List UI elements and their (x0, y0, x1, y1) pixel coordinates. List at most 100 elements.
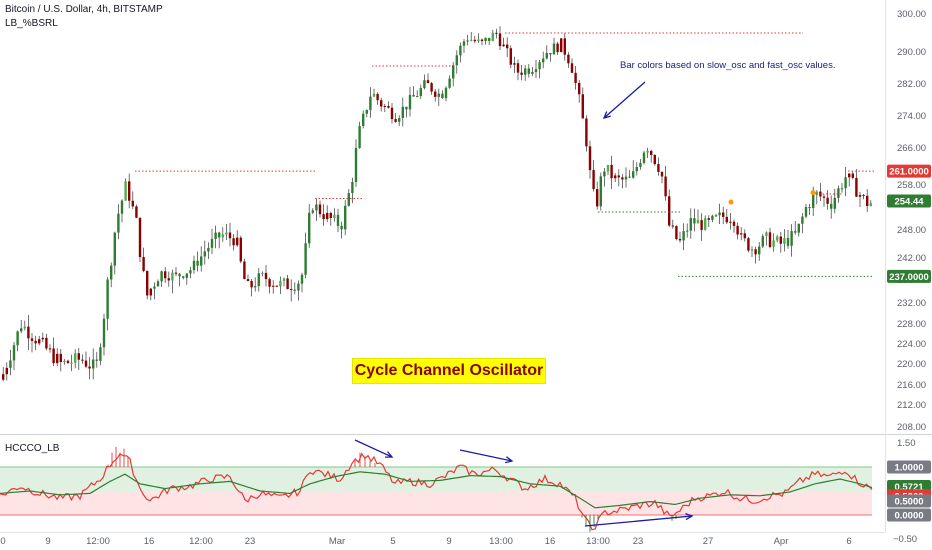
time-tick-8: 13:00 (489, 536, 513, 547)
title-banner: Cycle Channel Oscillator (352, 358, 546, 384)
candle-body-37 (135, 206, 138, 218)
time-tick-3: 12:00 (189, 536, 213, 547)
candle-body-146 (527, 68, 530, 74)
candle-body-68 (246, 279, 250, 281)
candle-body-199 (718, 212, 721, 216)
candle-body-45 (164, 271, 167, 279)
candle-body-217 (783, 238, 786, 244)
candle-body-104 (376, 93, 379, 101)
candle-body-147 (531, 71, 534, 74)
candle-body-213 (768, 232, 772, 247)
candle-body-20 (74, 353, 77, 363)
arrows-layer (354, 81, 694, 527)
price-tick-11: 224.00 (897, 339, 926, 350)
candle-body-28 (102, 318, 106, 348)
candle-body-54 (196, 260, 199, 266)
candle-body-137 (495, 32, 498, 34)
candle-body-141 (509, 48, 512, 65)
price-badge-label-2: 237.0000 (889, 272, 929, 283)
candle-body-53 (192, 260, 196, 271)
time-tick-0: 9 (45, 536, 50, 547)
price-badge-0 (887, 164, 931, 178)
candle-body-119 (430, 83, 433, 92)
candle-body-241 (869, 203, 872, 207)
candle-body-191 (689, 218, 692, 231)
candle-body-175 (632, 171, 635, 178)
candle-body-209 (754, 249, 757, 255)
candle-body-87 (315, 204, 318, 211)
candle-body-18 (66, 360, 70, 364)
candle-body-126 (455, 55, 458, 66)
candle-body-133 (480, 39, 484, 42)
candle-body-67 (243, 261, 246, 280)
candle-body-122 (441, 93, 444, 99)
price-tick-13: 216.00 (897, 380, 926, 391)
candle-body-43 (156, 281, 160, 287)
candle-body-152 (549, 53, 552, 55)
candle-body-51 (185, 273, 188, 278)
osc-badge-4 (887, 508, 931, 522)
candle-body-184 (664, 176, 667, 197)
candle-body-121 (437, 93, 440, 97)
candle-body-55 (200, 256, 203, 266)
candle-body-156 (563, 38, 566, 55)
candle-body-218 (786, 238, 790, 246)
candle-body-160 (578, 82, 581, 95)
fast_osc-line (0, 452, 873, 531)
candle-body-52 (189, 270, 192, 274)
candle-body-30 (110, 265, 113, 280)
oscillator-title: HCCCO_LB (5, 443, 60, 454)
candles-layer (2, 26, 872, 382)
candle-body-19 (70, 362, 73, 364)
candle-body-23 (84, 360, 88, 367)
candle-body-181 (653, 154, 656, 165)
candle-body-89 (322, 214, 325, 220)
candle-body-50 (182, 276, 185, 278)
candle-body-225 (812, 195, 815, 209)
candle-body-164 (592, 170, 595, 190)
candle-body-166 (599, 176, 602, 207)
candle-body-200 (722, 212, 725, 217)
candle-body-139 (502, 44, 505, 47)
candle-body-195 (704, 218, 707, 230)
candle-body-48 (174, 272, 178, 274)
candle-body-198 (714, 215, 718, 217)
candle-body-29 (106, 279, 109, 319)
candle-body-74 (268, 279, 271, 287)
candle-body-193 (696, 220, 700, 224)
candle-body-205 (740, 233, 743, 235)
candle-body-93 (336, 214, 340, 226)
candle-body-25 (92, 359, 95, 369)
candle-body-69 (250, 280, 253, 288)
time-tick-4: 23 (245, 536, 256, 547)
candle-body-201 (725, 216, 728, 223)
candle-body-4 (16, 331, 19, 346)
osc-badge-label-3: 0.5000 (894, 497, 923, 508)
candle-body-162 (585, 118, 588, 147)
candle-body-92 (333, 214, 336, 219)
osc-tick-0: 1.50 (897, 438, 916, 449)
candle-body-128 (462, 41, 466, 46)
candle-body-8 (30, 338, 34, 341)
oscillator-layer (0, 446, 873, 532)
candle-body-206 (743, 233, 746, 239)
candle-body-80 (290, 289, 293, 291)
candle-body-212 (765, 232, 768, 237)
osc-badge-label-1: 0.5721 (894, 482, 924, 493)
time-tick-start: 0 (0, 536, 5, 547)
candle-body-13 (48, 348, 52, 350)
candle-body-96 (347, 193, 350, 206)
candle-body-170 (614, 175, 617, 179)
candle-body-81 (293, 289, 296, 291)
candle-body-176 (635, 167, 638, 172)
osc-badge-3 (887, 494, 931, 508)
candle-body-79 (286, 278, 289, 290)
candle-body-134 (484, 37, 487, 42)
candle-body-130 (470, 39, 473, 41)
candle-body-91 (329, 212, 332, 219)
candle-body-16 (59, 353, 62, 362)
candle-body-221 (797, 223, 800, 233)
candle-body-185 (668, 196, 671, 226)
candle-body-226 (815, 191, 818, 196)
